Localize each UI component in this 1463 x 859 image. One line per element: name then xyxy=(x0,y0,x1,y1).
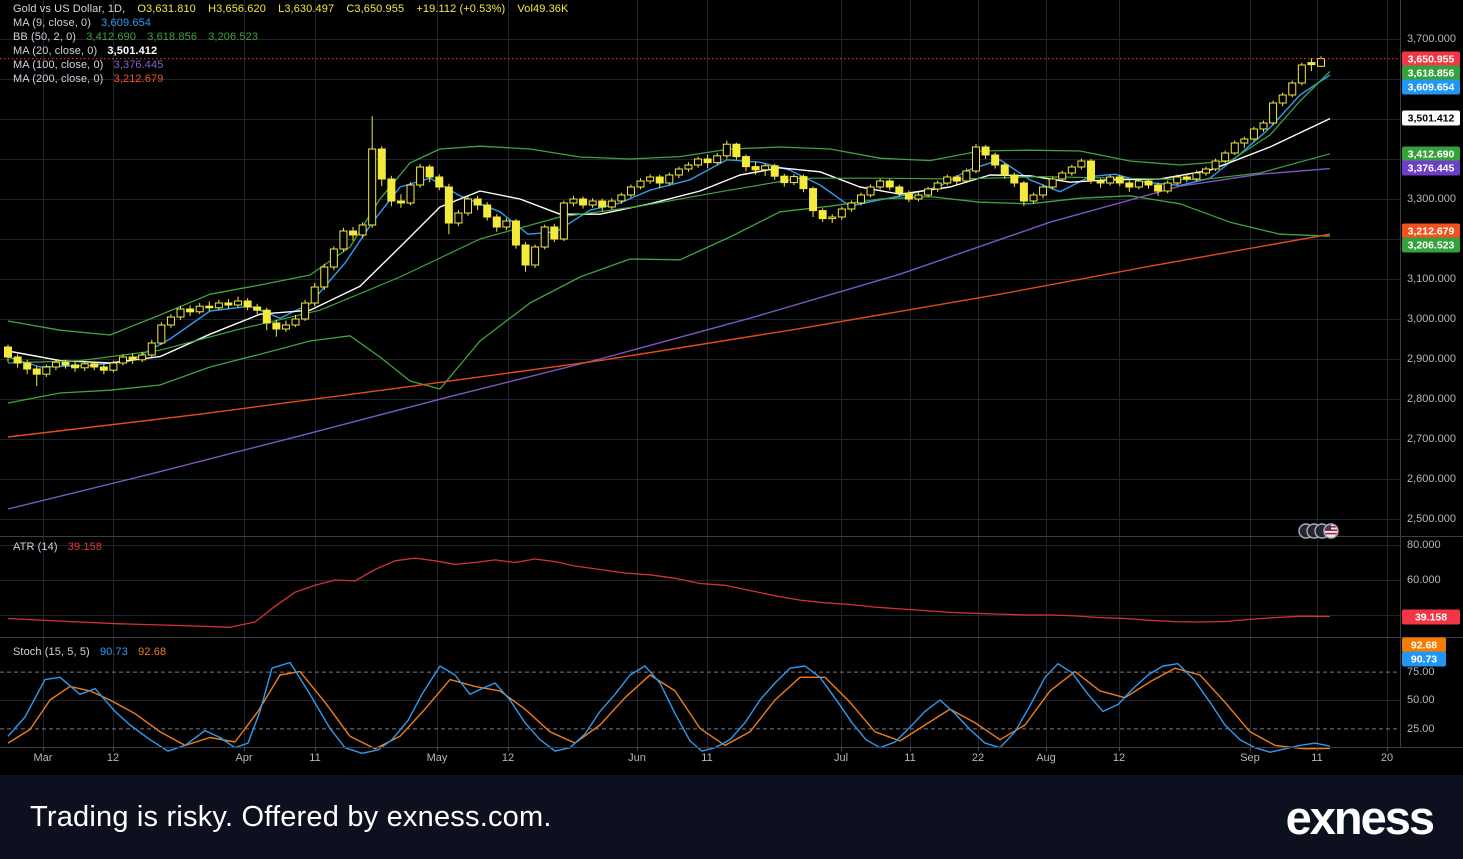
bb-lower-value: 3,206.523 xyxy=(208,31,259,43)
price-axis-badge: 3,609.654 xyxy=(1402,79,1460,95)
candles-layer xyxy=(4,56,1326,387)
stoch-axis-label: 25.00 xyxy=(1407,723,1435,735)
ma9-label: MA (9, close, 0) xyxy=(13,17,92,29)
price-axis-badge: 3,212.679 xyxy=(1402,223,1460,239)
chart-area[interactable]: Gold vs US Dollar, 1D, O3,631.810 H3,656… xyxy=(0,0,1463,775)
ma20-value: 3,501.412 xyxy=(107,45,158,57)
time-axis-label: Jul xyxy=(833,752,849,764)
time-axis-label: Aug xyxy=(1036,752,1056,764)
ohlc-close: C3,650.955 xyxy=(346,3,405,15)
stoch-legend-row[interactable]: Stoch (15, 5, 5) 90.73 92.68 xyxy=(13,646,166,658)
atr-axis-label: 80.000 xyxy=(1407,539,1441,551)
overlay-line-BB_mid xyxy=(7,153,1331,364)
stoch-axis-label: 75.00 xyxy=(1407,666,1435,678)
price-axis-label: 3,700.000 xyxy=(1407,33,1456,45)
exness-logo: exness xyxy=(1285,790,1435,844)
symbol-title: Gold vs US Dollar, 1D, xyxy=(13,3,126,15)
time-axis-label: 12 xyxy=(1112,752,1126,764)
price-axis-label: 2,900.000 xyxy=(1407,353,1456,365)
bb-legend-row[interactable]: BB (50, 2, 0) 3,412.690 3,618.856 3,206.… xyxy=(13,31,266,43)
overlay-line-BB_lower xyxy=(7,195,1331,404)
stoch-k-value: 90.73 xyxy=(99,646,128,658)
price-axis-badge: 3,501.412 xyxy=(1402,110,1460,126)
grid-layer xyxy=(0,0,1400,747)
price-axis-label: 3,000.000 xyxy=(1407,313,1456,325)
stoch-d-line xyxy=(7,667,1331,750)
ma20-label: MA (20, close, 0) xyxy=(13,45,98,57)
ma100-value: 3,376.445 xyxy=(113,59,164,71)
price-axis-badge: 3,618.856 xyxy=(1402,65,1460,81)
price-axis-label: 2,600.000 xyxy=(1407,473,1456,485)
time-axis-label: 11 xyxy=(904,752,916,764)
ma100-label: MA (100, close, 0) xyxy=(13,59,104,71)
price-axis-badge: 3,412.690 xyxy=(1402,146,1460,162)
risk-banner: Trading is risky. Offered by exness.com.… xyxy=(0,775,1463,859)
price-axis-label: 2,500.000 xyxy=(1407,513,1456,525)
ma100-legend-row[interactable]: MA (100, close, 0) 3,376.445 xyxy=(13,59,163,71)
overlay-line-BB_upper xyxy=(7,70,1331,336)
stoch-label: Stoch (15, 5, 5) xyxy=(13,646,90,658)
time-axis-label: Mar xyxy=(33,752,53,764)
stoch-axis-badge: 90.73 xyxy=(1402,651,1446,667)
stoch-axis-badge: 92.68 xyxy=(1402,637,1446,653)
time-axis-label: May xyxy=(426,752,448,764)
ohlc-low: L3,630.497 xyxy=(278,3,335,15)
ma9-legend-row[interactable]: MA (9, close, 0) 3,609.654 xyxy=(13,17,151,29)
price-axis-label: 2,700.000 xyxy=(1407,433,1456,445)
overlay-line-MA20 xyxy=(7,117,1331,364)
price-axis-label: 2,800.000 xyxy=(1407,393,1456,405)
time-axis-label: 20 xyxy=(1380,752,1394,764)
time-axis-label: Jun xyxy=(628,752,646,764)
stoch-d-value: 92.68 xyxy=(138,646,167,658)
price-axis-badge: 3,376.445 xyxy=(1402,160,1460,176)
ma200-label: MA (200, close, 0) xyxy=(13,73,104,85)
ma200-legend-row[interactable]: MA (200, close, 0) 3,212.679 xyxy=(13,73,163,85)
ohlc-open: O3,631.810 xyxy=(137,3,196,15)
atr-value: 39.158 xyxy=(67,541,103,553)
time-axis-label: Sep xyxy=(1240,752,1260,764)
atr-label: ATR (14) xyxy=(13,541,58,553)
price-axis-badge: 3,650.955 xyxy=(1402,51,1460,67)
atr-legend-row[interactable]: ATR (14) 39.158 xyxy=(13,541,102,553)
volume-value: Vol49.36K xyxy=(517,3,569,15)
time-axis-label: 11 xyxy=(1311,752,1323,764)
ma200-value: 3,212.679 xyxy=(113,73,164,85)
chart-canvas[interactable] xyxy=(0,0,1463,775)
price-change: +19.112 (+0.53%) xyxy=(416,3,506,15)
risk-banner-text: Trading is risky. Offered by exness.com. xyxy=(30,800,552,833)
stoch-lines-layer xyxy=(7,661,1331,754)
overlay-lines-layer xyxy=(7,70,1331,510)
time-axis-label: 12 xyxy=(501,752,515,764)
ohlc-high: H3,656.620 xyxy=(208,3,266,15)
time-axis-label: 22 xyxy=(971,752,985,764)
atr-axis-label: 60.000 xyxy=(1407,574,1441,586)
overlay-line-MA9 xyxy=(7,74,1331,368)
atr-line-layer xyxy=(7,557,1331,628)
ma20-legend-row[interactable]: MA (20, close, 0) 3,501.412 xyxy=(13,45,157,57)
bb-basis-value: 3,412.690 xyxy=(86,31,137,43)
separators-layer xyxy=(0,0,1463,751)
symbol-legend-row[interactable]: Gold vs US Dollar, 1D, O3,631.810 H3,656… xyxy=(13,3,577,15)
overlay-line-MA200 xyxy=(7,233,1331,438)
time-axis-label: 12 xyxy=(106,752,120,764)
overlay-line-MA100 xyxy=(7,167,1331,510)
instrument-flags-icon xyxy=(1298,522,1342,545)
atr-axis-badge: 39.158 xyxy=(1402,609,1460,625)
time-axis-label: Apr xyxy=(235,752,253,764)
time-axis-label: 11 xyxy=(309,752,321,764)
stoch-k-line xyxy=(7,661,1331,754)
price-axis-label: 3,300.000 xyxy=(1407,193,1456,205)
bb-upper-value: 3,618.856 xyxy=(147,31,198,43)
bb-label: BB (50, 2, 0) xyxy=(13,31,77,43)
time-axis-label: 11 xyxy=(701,752,713,764)
ma9-value: 3,609.654 xyxy=(101,17,152,29)
price-axis-badge: 3,206.523 xyxy=(1402,237,1460,253)
price-axis-label: 3,100.000 xyxy=(1407,273,1456,285)
stoch-axis-label: 50.00 xyxy=(1407,694,1435,706)
